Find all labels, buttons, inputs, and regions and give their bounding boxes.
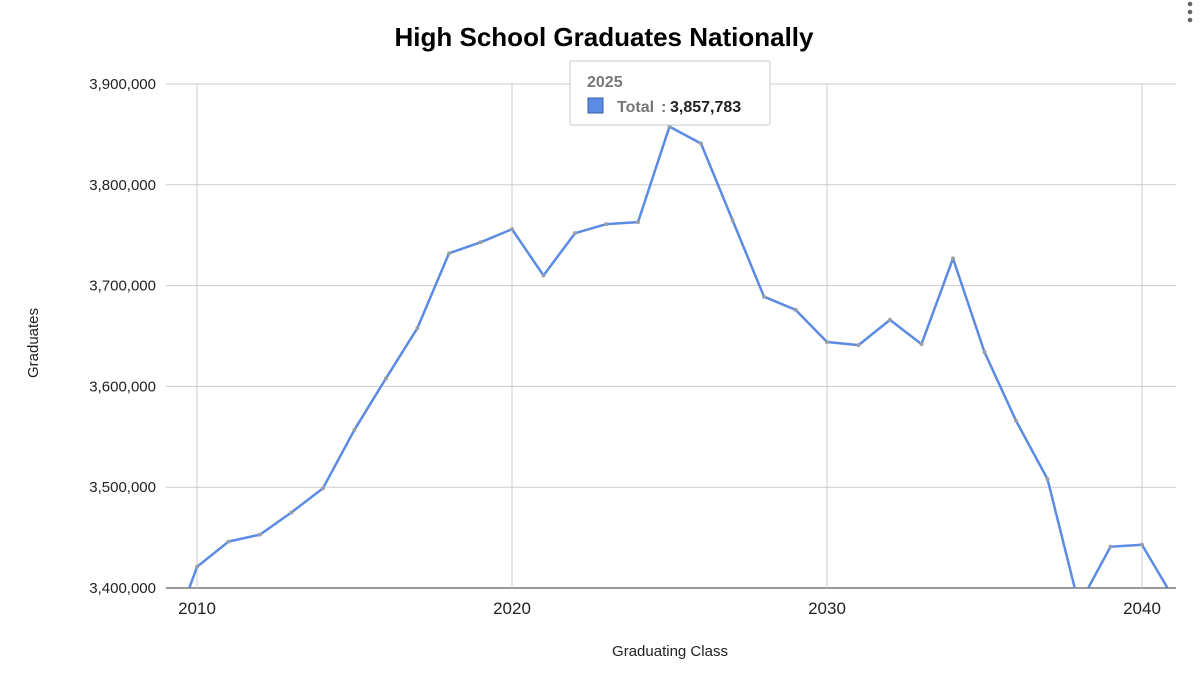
data-point[interactable]	[541, 273, 546, 278]
data-point[interactable]	[793, 307, 798, 312]
data-point[interactable]	[573, 231, 577, 236]
data-point[interactable]	[226, 539, 231, 544]
data-point[interactable]	[1014, 418, 1018, 423]
data-point[interactable]	[667, 124, 672, 129]
series-layer	[164, 124, 1176, 656]
y-axis-label: Graduates	[25, 308, 42, 378]
data-point[interactable]	[636, 220, 640, 225]
chart-title: High School Graduates Nationally	[395, 22, 814, 52]
tooltip-series-label: Total	[617, 99, 654, 116]
data-point[interactable]	[1045, 477, 1050, 482]
x-axis-ticks: 2010 2020 2030 2040	[178, 599, 1161, 618]
y-axis-ticks: 3,400,000 3,500,000 3,600,000 3,700,000 3,80…	[89, 76, 156, 597]
data-point[interactable]	[919, 342, 924, 347]
data-point[interactable]	[384, 376, 388, 381]
tooltip-separator: :	[661, 99, 666, 116]
data-point[interactable]	[321, 486, 325, 491]
grid	[166, 83, 1176, 589]
data-point[interactable]	[1172, 596, 1176, 600]
data-point[interactable]	[730, 218, 735, 223]
x-tick-label: 2040	[1123, 599, 1161, 618]
x-axis-label: Graduating Class	[612, 643, 728, 660]
tooltip-swatch	[587, 97, 604, 114]
y-tick-label: 3,400,000	[89, 580, 156, 597]
data-point[interactable]	[825, 340, 829, 345]
data-point[interactable]	[289, 510, 294, 515]
tooltip-value: 3,857,783	[670, 99, 741, 116]
x-tick-label: 2030	[808, 599, 846, 618]
data-point[interactable]	[762, 294, 766, 299]
tooltip-title: 2025	[587, 74, 623, 91]
data-point[interactable]	[478, 240, 483, 245]
data-point[interactable]	[415, 325, 420, 330]
x-tick-label: 2020	[493, 599, 531, 618]
series-line	[187, 125, 1169, 588]
data-point[interactable]	[1077, 603, 1081, 607]
data-point[interactable]	[1108, 544, 1113, 549]
y-tick-label: 3,700,000	[89, 278, 156, 295]
y-tick-label: 3,600,000	[89, 378, 156, 395]
data-point[interactable]	[699, 141, 703, 146]
data-point[interactable]	[951, 256, 955, 261]
data-point[interactable]	[888, 317, 892, 322]
data-point[interactable]	[604, 222, 609, 227]
more-vertical-icon[interactable]	[1187, 1, 1193, 23]
tooltip-box	[569, 60, 771, 126]
data-point[interactable]	[258, 532, 262, 537]
data-point[interactable]	[510, 227, 514, 232]
tooltip: 2025 Total : 3,857,783	[569, 60, 771, 126]
x-tick-label: 2010	[178, 599, 216, 618]
data-point[interactable]	[982, 350, 987, 355]
y-tick-label: 3,800,000	[89, 177, 156, 194]
series-total	[164, 124, 1176, 656]
data-point[interactable]	[164, 652, 168, 656]
data-point[interactable]	[352, 427, 357, 432]
data-point[interactable]	[195, 564, 199, 569]
y-tick-label: 3,900,000	[89, 76, 156, 93]
data-point[interactable]	[447, 251, 451, 256]
y-tick-label: 3,500,000	[89, 479, 156, 496]
data-point[interactable]	[1140, 542, 1144, 547]
data-point[interactable]	[856, 343, 861, 348]
